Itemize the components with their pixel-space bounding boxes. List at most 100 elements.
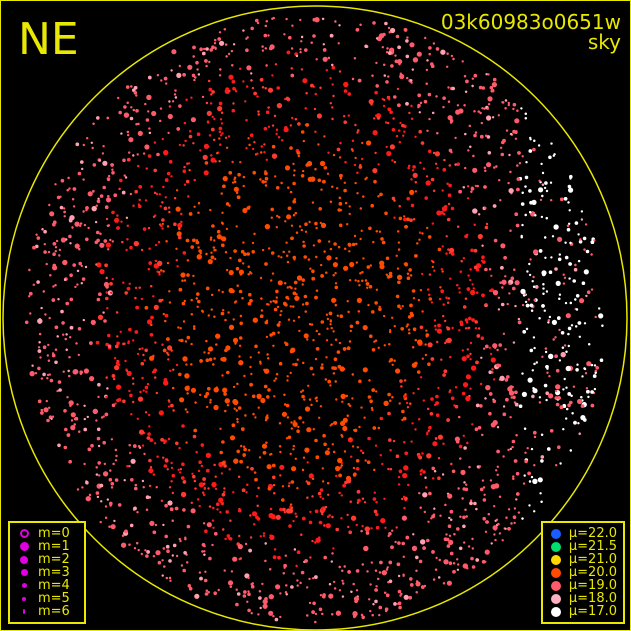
star bbox=[331, 552, 334, 555]
star bbox=[187, 64, 193, 70]
star bbox=[304, 48, 308, 52]
star bbox=[428, 293, 431, 296]
star bbox=[161, 218, 165, 222]
star bbox=[326, 515, 330, 518]
star bbox=[280, 181, 283, 185]
star bbox=[383, 63, 386, 66]
star bbox=[101, 152, 105, 155]
star bbox=[158, 223, 162, 226]
star bbox=[353, 57, 357, 60]
star bbox=[375, 230, 378, 233]
star bbox=[420, 539, 426, 545]
star bbox=[314, 541, 317, 544]
star bbox=[138, 198, 141, 202]
star bbox=[275, 128, 279, 131]
star bbox=[375, 37, 379, 40]
star bbox=[121, 190, 126, 195]
star bbox=[249, 133, 254, 137]
star bbox=[525, 303, 530, 308]
legend-label: μ=17.0 bbox=[568, 604, 617, 619]
star bbox=[250, 584, 255, 589]
star bbox=[560, 331, 565, 335]
star bbox=[353, 163, 357, 167]
star bbox=[350, 455, 353, 458]
star bbox=[343, 181, 346, 184]
star bbox=[285, 584, 288, 587]
star bbox=[106, 498, 110, 501]
star bbox=[344, 201, 348, 205]
star bbox=[481, 255, 485, 259]
star bbox=[73, 423, 76, 426]
star bbox=[326, 327, 329, 330]
star bbox=[297, 296, 300, 300]
star bbox=[226, 404, 230, 407]
star bbox=[307, 384, 310, 387]
star bbox=[487, 151, 492, 155]
star bbox=[202, 154, 208, 160]
star bbox=[462, 563, 468, 569]
star bbox=[440, 268, 443, 271]
star bbox=[322, 179, 326, 184]
star bbox=[308, 220, 311, 224]
star bbox=[393, 325, 396, 328]
star bbox=[204, 161, 209, 165]
star bbox=[292, 255, 297, 260]
star bbox=[238, 336, 243, 340]
star bbox=[224, 43, 228, 46]
star bbox=[427, 235, 432, 239]
star bbox=[239, 321, 243, 326]
star bbox=[368, 226, 372, 231]
star bbox=[378, 230, 382, 233]
star bbox=[483, 166, 487, 169]
star bbox=[246, 252, 250, 256]
star bbox=[96, 199, 101, 203]
star bbox=[131, 377, 135, 380]
star bbox=[223, 569, 226, 572]
star bbox=[399, 594, 402, 597]
star bbox=[339, 173, 343, 178]
star bbox=[152, 530, 157, 535]
star bbox=[385, 51, 389, 54]
star bbox=[417, 298, 421, 302]
star bbox=[357, 498, 361, 503]
star bbox=[343, 450, 347, 453]
star bbox=[222, 528, 225, 531]
star bbox=[488, 346, 491, 349]
star bbox=[291, 466, 297, 472]
star bbox=[480, 121, 483, 125]
star bbox=[142, 486, 145, 489]
star bbox=[558, 328, 561, 332]
star bbox=[321, 467, 324, 470]
star bbox=[264, 176, 269, 181]
star bbox=[236, 382, 239, 386]
star bbox=[513, 459, 518, 463]
star bbox=[213, 463, 216, 467]
star bbox=[530, 211, 536, 217]
star bbox=[460, 469, 466, 475]
star bbox=[162, 348, 167, 353]
star bbox=[317, 178, 322, 183]
star bbox=[275, 514, 281, 520]
star bbox=[292, 319, 296, 322]
star bbox=[164, 178, 169, 182]
star bbox=[447, 297, 450, 300]
star bbox=[337, 208, 342, 212]
star bbox=[209, 401, 212, 404]
star bbox=[207, 346, 214, 352]
star bbox=[402, 573, 405, 576]
star bbox=[387, 121, 390, 125]
star bbox=[587, 395, 590, 399]
star bbox=[367, 436, 371, 441]
star bbox=[567, 403, 571, 408]
star bbox=[242, 29, 245, 32]
star bbox=[483, 107, 486, 110]
star bbox=[492, 525, 498, 531]
star bbox=[508, 390, 515, 396]
star bbox=[402, 416, 407, 421]
star bbox=[336, 350, 341, 354]
star bbox=[247, 137, 250, 140]
star bbox=[459, 270, 462, 273]
star bbox=[525, 327, 529, 331]
star bbox=[178, 235, 182, 240]
star bbox=[347, 437, 353, 443]
